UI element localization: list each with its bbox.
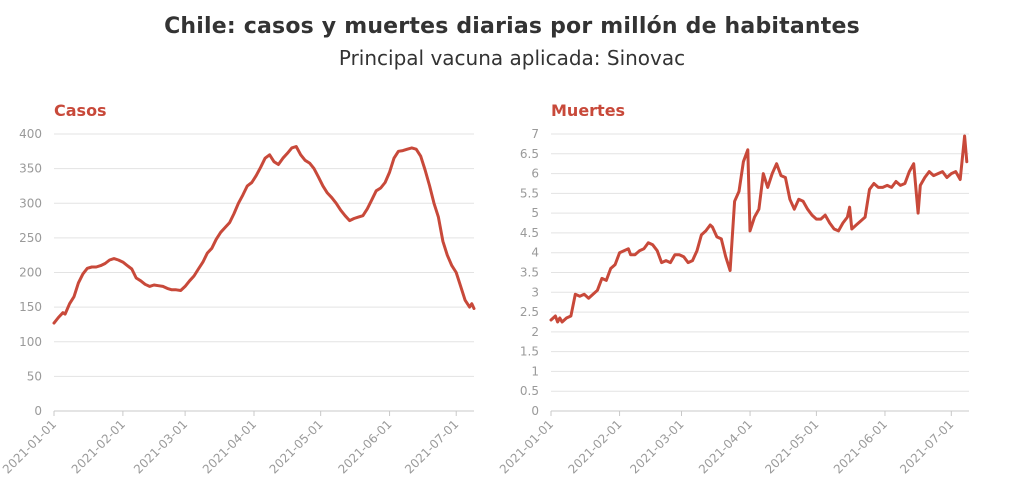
muertes-x-tick-label: 2021-03-01 <box>627 417 686 476</box>
casos-y-tick-label: 150 <box>19 300 42 314</box>
casos-y-tick-label: 300 <box>19 196 42 210</box>
casos-y-tick-label: 100 <box>19 335 42 349</box>
casos-y-tick-label: 200 <box>19 266 42 280</box>
muertes-x-tick-label: 2021-05-01 <box>762 417 821 476</box>
muertes-y-tick-label: 6 <box>531 167 539 181</box>
muertes-x-tick-label: 2021-02-01 <box>565 417 624 476</box>
muertes-y-tick-label: 2.5 <box>520 305 539 319</box>
muertes-y-tick-label: 3 <box>531 285 539 299</box>
chart-title: Chile: casos y muertes diarias por milló… <box>164 14 860 39</box>
muertes-y-tick-label: 3.5 <box>520 266 539 280</box>
muertes-y-tick-label: 2 <box>531 325 539 339</box>
casos-panel-title: Casos <box>54 101 107 120</box>
muertes-y-tick-label: 7 <box>531 127 539 141</box>
muertes-x-tick-label: 2021-01-01 <box>497 417 556 476</box>
casos-series-line <box>52 145 476 325</box>
casos-y-tick-label: 400 <box>19 127 42 141</box>
muertes-x-tick-label: 2021-04-01 <box>696 417 755 476</box>
casos-y-tick-label: 50 <box>27 369 42 383</box>
muertes-panel-title: Muertes <box>551 101 625 120</box>
muertes-y-tick-label: 4 <box>531 246 539 260</box>
muertes-y-tick-label: 0 <box>531 404 539 418</box>
muertes-y-tick-label: 4.5 <box>520 226 539 240</box>
muertes-y-tick-label: 1 <box>531 364 539 378</box>
muertes-x-tick-label: 2021-06-01 <box>831 417 890 476</box>
muertes-y-tick-label: 5.5 <box>520 186 539 200</box>
muertes-series-line <box>549 134 969 324</box>
muertes-y-tick-label: 5 <box>531 206 539 220</box>
casos-y-tick-label: 350 <box>19 162 42 176</box>
chart-subtitle: Principal vacuna aplicada: Sinovac <box>338 46 686 70</box>
muertes-x-tick-label: 2021-07-01 <box>897 417 956 476</box>
muertes-y-tick-label: 0.5 <box>520 384 539 398</box>
casos-y-tick-label: 0 <box>34 404 42 418</box>
casos-y-tick-label: 250 <box>19 231 42 245</box>
muertes-y-tick-label: 1.5 <box>520 345 539 359</box>
muertes-y-tick-label: 6.5 <box>520 147 539 161</box>
